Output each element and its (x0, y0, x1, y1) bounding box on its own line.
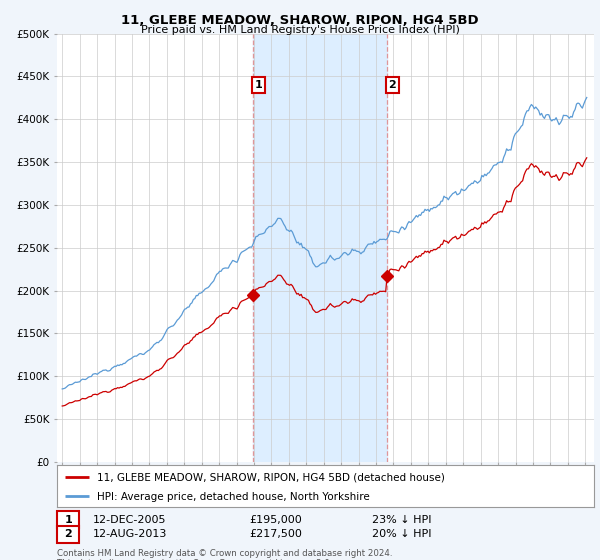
Text: 12-AUG-2013: 12-AUG-2013 (93, 529, 167, 539)
Text: 11, GLEBE MEADOW, SHAROW, RIPON, HG4 5BD (detached house): 11, GLEBE MEADOW, SHAROW, RIPON, HG4 5BD… (97, 473, 445, 482)
Text: 20% ↓ HPI: 20% ↓ HPI (372, 529, 431, 539)
Text: Price paid vs. HM Land Registry's House Price Index (HPI): Price paid vs. HM Land Registry's House … (140, 25, 460, 35)
Text: 1: 1 (255, 80, 263, 90)
Text: 12-DEC-2005: 12-DEC-2005 (93, 515, 167, 525)
Text: Contains HM Land Registry data © Crown copyright and database right 2024.
This d: Contains HM Land Registry data © Crown c… (57, 549, 392, 560)
Text: 2: 2 (389, 80, 397, 90)
Text: 1: 1 (65, 515, 72, 525)
Text: 23% ↓ HPI: 23% ↓ HPI (372, 515, 431, 525)
Text: 11, GLEBE MEADOW, SHAROW, RIPON, HG4 5BD: 11, GLEBE MEADOW, SHAROW, RIPON, HG4 5BD (121, 14, 479, 27)
Bar (253, 34, 387, 462)
Text: £195,000: £195,000 (249, 515, 302, 525)
Text: £217,500: £217,500 (249, 529, 302, 539)
Text: HPI: Average price, detached house, North Yorkshire: HPI: Average price, detached house, Nort… (97, 492, 370, 502)
Text: 2: 2 (65, 529, 72, 539)
